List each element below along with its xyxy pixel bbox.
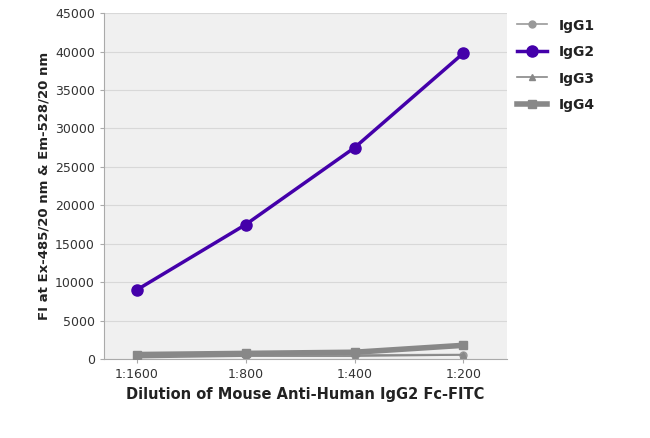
IgG1 [242, 352, 250, 357]
Legend: IgG1, IgG2, IgG3, IgG4: IgG1, IgG2, IgG3, IgG4 [511, 13, 600, 118]
IgG2 [350, 145, 358, 150]
IgG4 [350, 350, 358, 355]
Line: IgG1: IgG1 [133, 351, 467, 359]
IgG2 [133, 287, 140, 293]
IgG1 [460, 352, 467, 357]
IgG3 [460, 352, 467, 357]
Line: IgG4: IgG4 [133, 341, 467, 359]
IgG2 [460, 50, 467, 56]
Y-axis label: FI at Ex-485/20 nm & Em-528/20 nm: FI at Ex-485/20 nm & Em-528/20 nm [38, 52, 51, 320]
X-axis label: Dilution of Mouse Anti-Human IgG2 Fc-FITC: Dilution of Mouse Anti-Human IgG2 Fc-FIT… [126, 387, 485, 402]
IgG1 [350, 352, 358, 357]
IgG1 [133, 353, 140, 358]
IgG3 [350, 353, 358, 359]
Line: IgG3: IgG3 [133, 351, 467, 361]
IgG4 [133, 352, 140, 357]
IgG3 [242, 353, 250, 359]
IgG3 [133, 355, 140, 360]
IgG4 [242, 351, 250, 356]
IgG2 [242, 222, 250, 227]
IgG4 [460, 343, 467, 348]
Line: IgG2: IgG2 [131, 48, 469, 296]
